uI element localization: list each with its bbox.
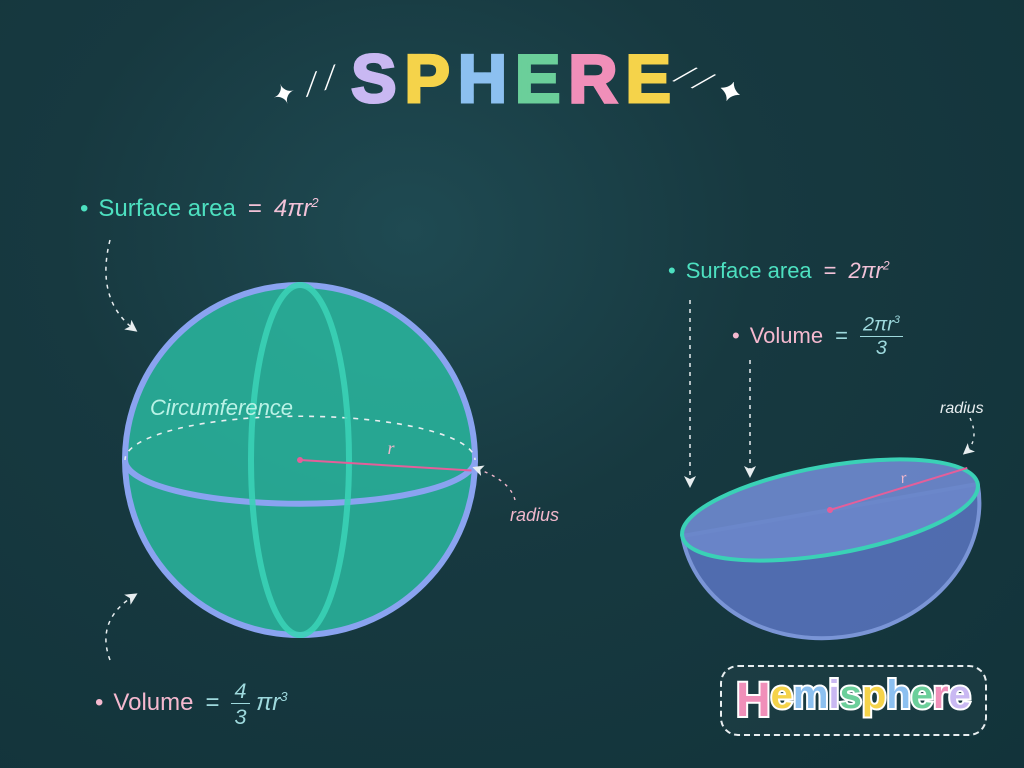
circumference-label: Circumference — [150, 395, 293, 421]
sparkle-right-icon: ⟋⟋ ✦ — [670, 57, 746, 112]
formula-sphere-volume: • Volume = 43 πr3 — [95, 680, 288, 727]
formula-hemi-volume: • Volume = 2πr33 — [732, 315, 903, 359]
hemisphere-title: Hemisphere — [720, 665, 987, 736]
title-letter-5: E — [625, 40, 672, 118]
hemi-radius-label: radius — [940, 400, 984, 418]
sphere-radius-label: radius — [510, 505, 559, 526]
formula-sphere-surface-area: • Surface area = 4πr2 — [80, 195, 319, 223]
sparkle-left-icon: ✦ ⟋⟋ — [267, 59, 345, 115]
svg-text:r: r — [388, 438, 396, 458]
title-letter-0: S — [351, 40, 398, 118]
title-letter-2: H — [458, 40, 509, 118]
title-sphere: ✦ ⟋⟋ S P H E R E ⟋⟋ ✦ — [351, 40, 673, 118]
title-letter-3: E — [515, 40, 562, 118]
title-letter-4: R — [568, 40, 619, 118]
formula-hemi-surface-area: • Surface area = 2πr2 — [668, 258, 890, 284]
sphere-diagram: r — [40, 180, 560, 740]
title-letter-1: P — [405, 40, 452, 118]
